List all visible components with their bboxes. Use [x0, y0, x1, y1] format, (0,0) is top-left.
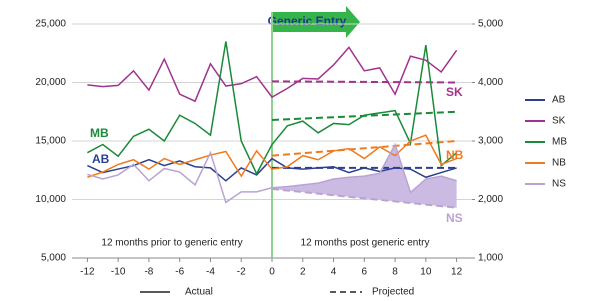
- projected-label: Projected: [372, 287, 414, 298]
- x-tick-label: -6: [175, 267, 184, 278]
- y2-tick-label: 2,000: [478, 194, 503, 205]
- series-line: [87, 41, 458, 176]
- y2-tick-label: 4,000: [478, 77, 503, 88]
- x-tick-label: 8: [392, 267, 398, 278]
- y2-tick-label: 5,000: [478, 19, 503, 30]
- x-tick-label: 6: [362, 267, 368, 278]
- projected-line: [271, 187, 457, 209]
- series-tag: AB: [92, 152, 110, 166]
- series-line: [87, 142, 457, 204]
- series-tag: NB: [446, 148, 464, 162]
- series-tag: MB: [90, 126, 109, 140]
- x-tick-label: 10: [420, 267, 432, 278]
- x-tick-label: -12: [80, 267, 95, 278]
- y2-tick-label: 1,000: [478, 253, 503, 264]
- legend-label: NS: [552, 179, 566, 190]
- series-line: [87, 46, 458, 103]
- x-tick-label: 2: [300, 267, 306, 278]
- series-line: [87, 134, 457, 178]
- x-tick-label: -4: [206, 267, 215, 278]
- after-label: 12 months post generic entry: [301, 238, 430, 249]
- y-tick-label: 5,000: [41, 253, 66, 264]
- y-tick-label: 10,000: [35, 194, 66, 205]
- legend-label: MB: [552, 137, 567, 148]
- legend-label: SK: [552, 116, 566, 127]
- x-tick-label: -10: [111, 267, 126, 278]
- x-tick-label: 12: [451, 267, 463, 278]
- entry-arrow: [272, 6, 360, 38]
- x-tick-label: 0: [269, 267, 275, 278]
- y-tick-label: 25,000: [35, 19, 66, 30]
- series-tag: NS: [446, 211, 463, 225]
- y-tick-label: 15,000: [35, 136, 66, 147]
- y-tick-label: 20,000: [35, 77, 66, 88]
- entry-label: Generic Entry: [268, 14, 347, 28]
- x-tick-label: -2: [237, 267, 246, 278]
- legend-label: AB: [552, 95, 566, 106]
- legend-label: NB: [552, 158, 566, 169]
- x-tick-label: 4: [331, 267, 337, 278]
- projected-line: [271, 80, 457, 84]
- x-tick-label: -8: [144, 267, 153, 278]
- y2-tick-label: 3,000: [478, 136, 503, 147]
- projected-line: [271, 140, 457, 157]
- actual-label: Actual: [185, 287, 213, 298]
- before-label: 12 months prior to generic entry: [101, 238, 242, 249]
- series-tag: SK: [446, 85, 463, 99]
- series-line: [87, 157, 457, 182]
